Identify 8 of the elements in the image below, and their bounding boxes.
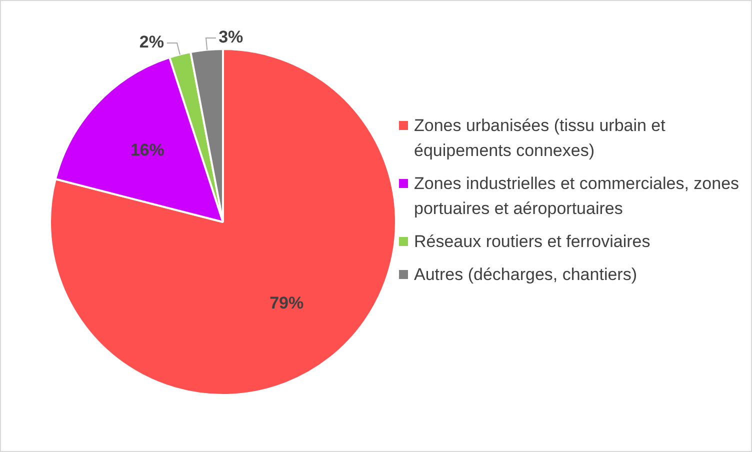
- data-label: 79%: [270, 294, 304, 313]
- data-label: 16%: [130, 140, 164, 160]
- data-label: 2%: [139, 32, 164, 52]
- legend-label: Réseaux routiers et ferroviaires: [414, 231, 650, 253]
- legend-label: Autres (décharges, chantiers): [414, 264, 637, 286]
- data-label: 3%: [218, 28, 244, 47]
- legend-label: Zones industrielles et commerciales, zones portuaires et aéroportuaires: [414, 173, 740, 220]
- legend-label: Zones urbanisées (tissu urbain et équipements connexes): [414, 115, 666, 162]
